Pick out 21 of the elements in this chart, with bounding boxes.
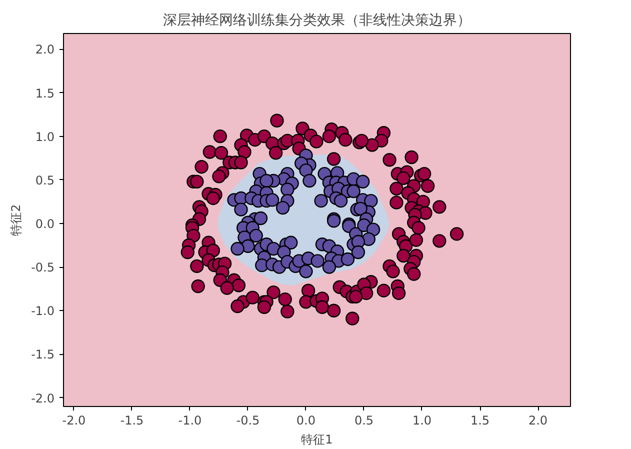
x-tick-label: -1.5 bbox=[120, 414, 144, 428]
y-tick-label: 0.0 bbox=[35, 216, 55, 231]
x-axis-title: 特征1 bbox=[301, 432, 333, 446]
x-tick-label: 0.0 bbox=[296, 414, 316, 428]
y-tick-label: -1.5 bbox=[31, 348, 55, 362]
y-tick-label: 1.5 bbox=[35, 86, 55, 100]
x-tick-label: 2.0 bbox=[528, 414, 548, 428]
y-axis-title: 特征2 bbox=[9, 204, 24, 236]
y-tick-label: 1.0 bbox=[35, 130, 55, 144]
x-tick-label: 0.5 bbox=[354, 414, 374, 428]
y-tick-label: -2.0 bbox=[31, 391, 55, 406]
x-tick-label: 1.0 bbox=[412, 414, 432, 428]
x-tick-label: 1.5 bbox=[470, 414, 490, 428]
y-tick-label: -1.0 bbox=[31, 304, 55, 318]
x-tick-label: -2.0 bbox=[62, 414, 86, 428]
chart-title: 深层神经网络训练集分类效果（非线性决策边界） bbox=[163, 12, 471, 28]
y-tick-label: 2.0 bbox=[35, 42, 55, 57]
y-tick-label: 0.5 bbox=[35, 173, 55, 188]
x-tick-label: -1.0 bbox=[178, 414, 202, 428]
y-tick-label: -0.5 bbox=[31, 260, 55, 275]
x-tick-label: -0.5 bbox=[236, 414, 260, 428]
